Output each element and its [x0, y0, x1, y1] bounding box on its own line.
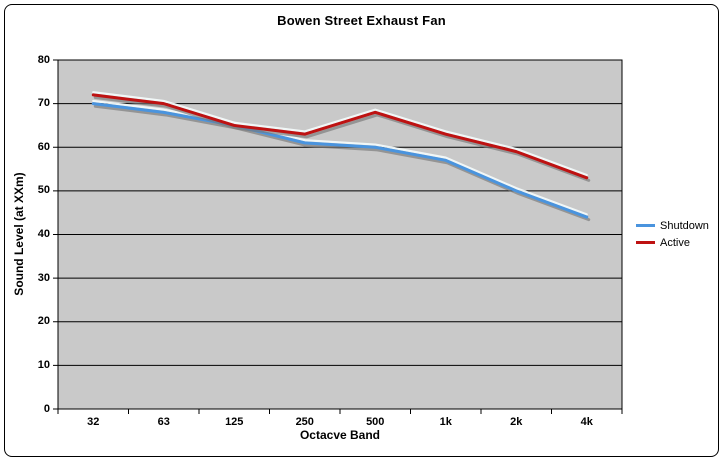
legend-line-swatch	[636, 241, 655, 244]
legend-item-shutdown: Shutdown	[636, 217, 709, 234]
x-tick-label: 4k	[580, 416, 593, 428]
x-tick-label: 2k	[510, 416, 523, 428]
series-line-active	[91, 93, 589, 180]
legend-line-swatch	[636, 224, 655, 227]
legend-item-active: Active	[636, 234, 709, 251]
y-tick-label: 10	[37, 358, 50, 371]
plot-border	[57, 59, 623, 410]
x-tick-label: 63	[157, 416, 170, 428]
series-highlight-active	[92, 91, 588, 177]
y-tick-label: 20	[37, 315, 50, 328]
y-tick-label: 0	[43, 402, 50, 415]
chart-title: Bowen Street Exhaust Fan	[277, 13, 446, 28]
legend: Shutdown Active	[636, 217, 709, 251]
y-tick-label: 70	[37, 97, 50, 110]
legend-label: Active	[660, 236, 690, 249]
series-shadow-shutdown	[93, 104, 591, 222]
y-tick-label: 30	[37, 271, 50, 284]
x-tick-label: 500	[366, 416, 385, 428]
y-tick-label: 60	[37, 140, 50, 153]
x-tick-label: 32	[87, 416, 100, 428]
y-axis-title: Sound Level (at XXm)	[12, 172, 26, 296]
legend-label: Shutdown	[660, 219, 709, 232]
series-line-shutdown	[91, 102, 589, 219]
x-tick-label: 1k	[439, 416, 452, 428]
y-tick-label: 80	[37, 53, 50, 66]
x-axis-title: Octacve Band	[299, 428, 381, 442]
y-tick-label: 40	[37, 228, 50, 240]
series-shadow-active	[93, 96, 591, 182]
x-tick-label: 250	[295, 416, 314, 428]
y-tick-label: 50	[37, 184, 50, 197]
x-tick-label: 125	[225, 416, 244, 428]
series-highlight-shutdown	[92, 99, 588, 216]
